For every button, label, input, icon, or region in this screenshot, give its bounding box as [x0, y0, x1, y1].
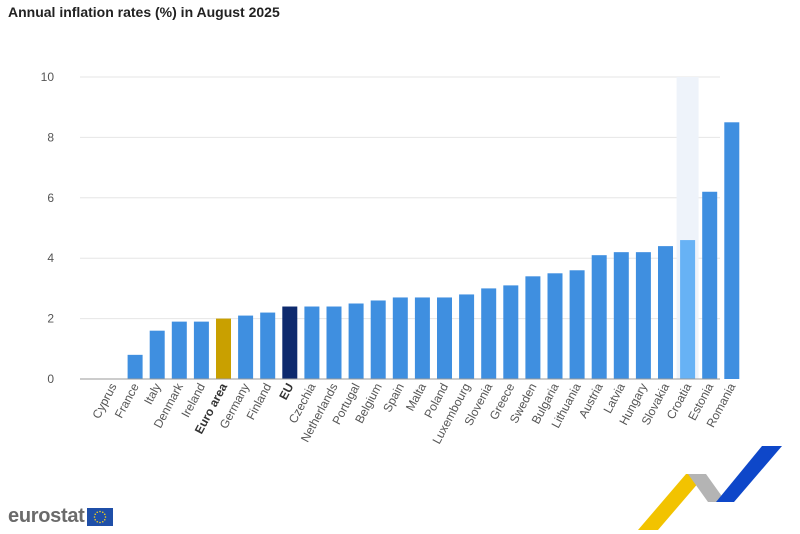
flag-star — [95, 510, 98, 513]
bar-malta — [414, 297, 430, 379]
y-tick-label: 2 — [47, 312, 54, 326]
bar-italy — [149, 330, 165, 379]
bar-croatia — [680, 240, 696, 379]
bar-eu — [282, 306, 298, 379]
bar-lithuania — [569, 270, 585, 379]
bar-germany — [238, 315, 254, 379]
bar-romania — [724, 122, 740, 380]
logo-text: eurostat — [8, 505, 85, 527]
eu-flag-icon — [86, 507, 113, 526]
bar-denmark — [171, 321, 187, 379]
flag-star — [93, 515, 95, 518]
bar-hungary — [635, 252, 651, 379]
flag-star — [103, 512, 106, 515]
y-tick-label: 8 — [47, 130, 54, 144]
bar-slovakia — [658, 246, 673, 379]
bars — [127, 122, 740, 380]
bar-slovenia — [481, 288, 497, 379]
y-tick-label: 0 — [47, 372, 54, 386]
bar-greece — [503, 285, 519, 379]
flag-star — [103, 518, 106, 521]
flag-star — [101, 510, 104, 513]
flag-star — [104, 515, 106, 518]
y-tick-label: 4 — [47, 251, 54, 265]
bar-netherlands — [326, 306, 342, 379]
bar-latvia — [613, 252, 629, 379]
bar-belgium — [370, 300, 386, 379]
bar-sweden — [525, 276, 541, 379]
flag-star — [93, 512, 96, 515]
bar-finland — [260, 312, 276, 379]
y-tick-label: 10 — [41, 70, 55, 84]
flag-star — [98, 521, 101, 523]
chart-title: Annual inflation rates (%) in August 202… — [8, 4, 280, 20]
x-tick-label: Italy — [141, 381, 164, 407]
flag-star — [95, 520, 98, 523]
x-tick-label: EU — [276, 381, 296, 402]
bar-portugal — [348, 303, 364, 379]
eurostat-logo: eurostat — [8, 505, 113, 528]
decorative-swoosh-icon — [638, 446, 782, 530]
y-tick-label: 6 — [47, 191, 54, 205]
bar-spain — [392, 297, 408, 379]
flag-star — [98, 510, 101, 512]
y-tick-labels: 0 2 4 6 8 10 — [41, 70, 55, 386]
bar-estonia — [702, 191, 718, 379]
flag-star — [101, 520, 104, 523]
bar-france — [127, 354, 143, 379]
bar-czechia — [304, 306, 320, 379]
bar-euro-area — [216, 318, 231, 379]
bar-austria — [591, 255, 607, 379]
bar-luxembourg — [459, 294, 475, 379]
bar-ireland — [193, 321, 209, 379]
x-tick-label: Spain — [380, 381, 407, 415]
bar-poland — [437, 297, 452, 379]
bar-bulgaria — [547, 273, 563, 379]
flag-star — [93, 518, 96, 521]
